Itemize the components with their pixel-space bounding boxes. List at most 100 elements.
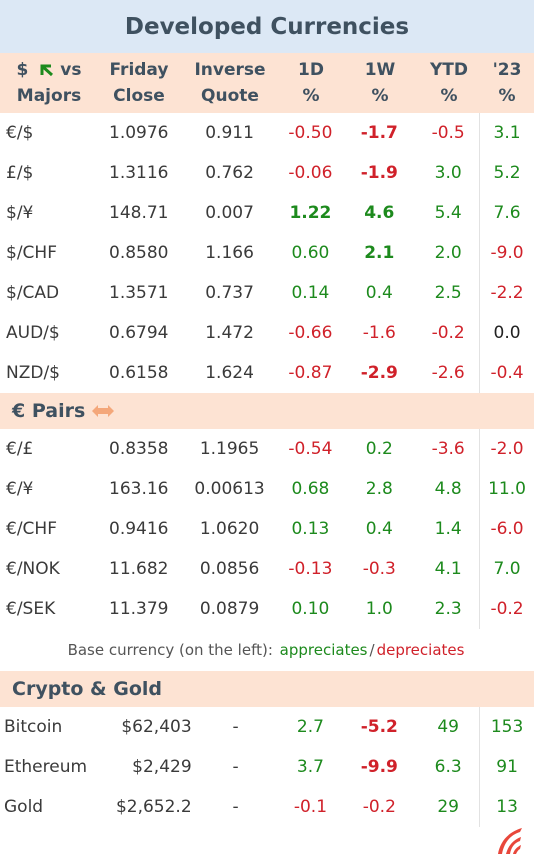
change-ytd-cell: 2.3 — [434, 599, 462, 619]
change-1w-cell: 4.6 — [364, 203, 395, 223]
header-pair-vs: vs — [60, 60, 82, 80]
legend-appreciates: appreciates — [279, 641, 368, 659]
change-1w-cell: -1.7 — [360, 123, 398, 143]
change-2023-cell: -2.2 — [479, 273, 534, 313]
inverse-cell: 0.007 — [205, 203, 254, 223]
change-2023-cell: 3.1 — [479, 113, 534, 153]
pair-cell: Gold — [4, 797, 44, 817]
crypto-section-header: Crypto & Gold — [0, 671, 534, 707]
inverse-cell: 0.911 — [205, 123, 254, 143]
inverse-cell: 1.624 — [205, 363, 254, 383]
euro-section-header: € Pairs — [0, 393, 534, 429]
change-1w-cell: 2.8 — [365, 479, 393, 499]
inverse-cell: 1.472 — [205, 323, 254, 343]
table-header: $ vs Majors Friday Close Inverse Quote 1D%… — [0, 53, 534, 113]
majors-table: €/$ 1.0976 0.911 -0.50 -1.7 -0.5 3.1 £/$ 1.3116 0… — [0, 113, 534, 393]
header-1w: 1W% — [364, 60, 396, 106]
header-pair: $ vs Majors — [0, 57, 98, 109]
change-1d-cell: -0.06 — [288, 163, 333, 183]
change-1w-cell: -2.9 — [360, 363, 398, 383]
inverse-cell: 1.0620 — [199, 519, 260, 539]
table-row: $/CAD 1.3571 0.737 0.14 0.4 2.5 -2.2 — [0, 273, 534, 313]
close-cell: 11.682 — [109, 559, 169, 579]
inverse-cell: - — [232, 717, 239, 737]
change-1d-cell: 0.10 — [291, 599, 330, 619]
change-1w-cell: -9.9 — [360, 757, 398, 777]
close-cell: 163.16 — [109, 479, 169, 499]
header-close: Friday Close — [109, 60, 169, 106]
header-pair-dollar: $ — [16, 60, 29, 80]
change-ytd-cell: 4.1 — [434, 559, 462, 579]
change-ytd-cell: 5.4 — [434, 203, 462, 223]
legend-depreciates: depreciates — [376, 641, 465, 659]
header-2023: '23% — [492, 60, 522, 106]
change-ytd-cell: 2.0 — [434, 243, 462, 263]
change-1d-cell: 1.22 — [289, 203, 332, 223]
close-cell: 0.9416 — [109, 519, 169, 539]
table-row: AUD/$ 0.6794 1.472 -0.66 -1.6 -0.2 0.0 — [0, 313, 534, 353]
header-ytd: YTD% — [429, 60, 469, 106]
page-title: Developed Currencies — [124, 13, 410, 40]
pair-cell: €/$ — [6, 123, 34, 143]
legend-note: Base currency (on the left): appreciates… — [0, 629, 534, 671]
inverse-cell: 0.762 — [205, 163, 254, 183]
pair-cell: €/NOK — [6, 559, 60, 579]
change-1d-cell: 3.7 — [296, 757, 324, 777]
table-row: €/NOK 11.682 0.0856 -0.13 -0.3 4.1 7.0 — [0, 549, 534, 589]
legend-prefix: Base currency (on the left): — [67, 641, 273, 659]
close-cell: $2,429 — [132, 757, 192, 777]
change-2023-cell: 5.2 — [479, 153, 534, 193]
pair-cell: £/$ — [6, 163, 34, 183]
table-row: Gold $2,652.2 - -0.1 -0.2 29 13 — [0, 787, 534, 827]
inverse-cell: 1.166 — [205, 243, 254, 263]
pair-cell: AUD/$ — [6, 323, 60, 343]
change-2023-cell: 7.0 — [479, 549, 534, 589]
inverse-cell: 0.0879 — [199, 599, 260, 619]
brand-logo-icon — [498, 828, 522, 854]
change-1w-cell: -1.9 — [360, 163, 398, 183]
close-cell: 148.71 — [109, 203, 169, 223]
euro-section-title: € Pairs — [12, 400, 86, 422]
table-row: €/£ 0.8358 1.1965 -0.54 0.2 -3.6 -2.0 — [0, 429, 534, 469]
header-inverse: Inverse Quote — [194, 60, 266, 106]
change-1w-cell: -0.2 — [362, 797, 396, 817]
change-ytd-cell: -0.5 — [431, 123, 465, 143]
pair-cell: NZD/$ — [6, 363, 60, 383]
change-2023-cell: -2.0 — [479, 429, 534, 469]
change-1w-cell: -5.2 — [360, 717, 398, 737]
change-2023-cell: -0.4 — [479, 353, 534, 393]
inverse-cell: - — [232, 757, 239, 777]
inverse-cell: 0.0856 — [199, 559, 260, 579]
pair-cell: $/¥ — [6, 203, 34, 223]
change-1d-cell: 0.14 — [291, 283, 330, 303]
change-1w-cell: 0.2 — [365, 439, 393, 459]
change-ytd-cell: 3.0 — [434, 163, 462, 183]
table-row: $/¥ 148.71 0.007 1.22 4.6 5.4 7.6 — [0, 193, 534, 233]
change-2023-cell: -9.0 — [479, 233, 534, 273]
change-2023-cell: 0.0 — [479, 313, 534, 353]
change-1w-cell: 1.0 — [365, 599, 393, 619]
change-1w-cell: 0.4 — [365, 519, 393, 539]
close-cell: $62,403 — [121, 717, 192, 737]
table-row: NZD/$ 0.6158 1.624 -0.87 -2.9 -2.6 -0.4 — [0, 353, 534, 393]
up-arrow-icon — [40, 64, 54, 77]
euro-table: €/£ 0.8358 1.1965 -0.54 0.2 -3.6 -2.0 €/¥ 163.16… — [0, 429, 534, 629]
table-row: $/CHF 0.8580 1.166 0.60 2.1 2.0 -9.0 — [0, 233, 534, 273]
change-1d-cell: -0.50 — [288, 123, 333, 143]
change-1w-cell: 2.1 — [364, 243, 395, 263]
change-ytd-cell: 2.5 — [434, 283, 462, 303]
change-1d-cell: -0.66 — [288, 323, 333, 343]
left-right-arrow-icon — [92, 405, 115, 417]
change-1w-cell: -1.6 — [362, 323, 396, 343]
pair-cell: $/CHF — [6, 243, 57, 263]
table-row: €/¥ 163.16 0.00613 0.68 2.8 4.8 11.0 — [0, 469, 534, 509]
close-cell: $2,652.2 — [115, 797, 192, 817]
inverse-cell: 0.00613 — [194, 479, 265, 499]
change-ytd-cell: 1.4 — [434, 519, 462, 539]
change-2023-cell: 153 — [479, 707, 534, 747]
header-1d: 1D% — [298, 60, 324, 106]
close-cell: 0.8358 — [109, 439, 169, 459]
inverse-cell: 1.1965 — [199, 439, 260, 459]
crypto-section-title: Crypto & Gold — [12, 678, 162, 700]
change-2023-cell: -6.0 — [479, 509, 534, 549]
